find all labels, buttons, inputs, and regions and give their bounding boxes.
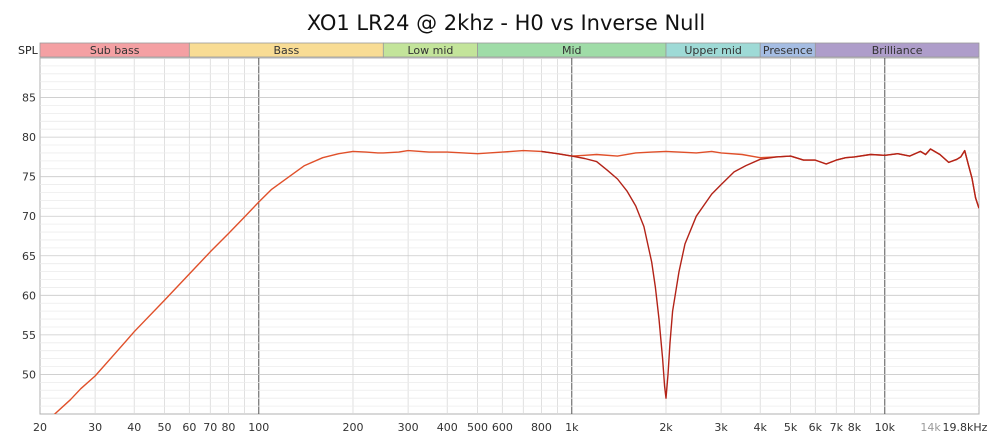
frequency-bands: Sub bass Bass Low mid Mid Upper mid Presence B… — [39, 42, 980, 58]
band-label-6: Brilliance — [872, 44, 923, 57]
band-6 — [814, 42, 980, 58]
x-tick-11: 500 — [467, 421, 488, 434]
x-tick-14: 1k — [565, 421, 579, 434]
x-tick-16: 3k — [714, 421, 728, 434]
x-tick-0: 20 — [33, 421, 47, 434]
y-tick-55: 55 — [22, 329, 36, 342]
x-tick-23: 14k — [920, 421, 941, 434]
x-tick-19: 6k — [809, 421, 823, 434]
x-tick-7: 100 — [248, 421, 269, 434]
y-tick-50: 50 — [22, 368, 36, 381]
y-tick-65: 65 — [22, 250, 36, 263]
x-tick-18: 5k — [784, 421, 798, 434]
x-tick-6: 80 — [221, 421, 235, 434]
x-tick-5: 70 — [203, 421, 217, 434]
x-tick-12: 600 — [492, 421, 513, 434]
y-tick-70: 70 — [22, 210, 36, 223]
x-tick-2: 40 — [127, 421, 141, 434]
y-tick-60: 60 — [22, 289, 36, 302]
series-line-1 — [541, 148, 979, 399]
band-label-3: Mid — [562, 44, 582, 57]
x-tick-15: 2k — [659, 421, 673, 434]
y-tick-labels: 50 55 60 65 70 75 80 85 — [22, 92, 36, 382]
x-tick-17: 4k — [754, 421, 768, 434]
x-tick-20: 7k — [830, 421, 844, 434]
y-tick-85: 85 — [22, 92, 36, 105]
x-tick-3: 50 — [158, 421, 172, 434]
y-tick-75: 75 — [22, 171, 36, 184]
x-tick-13: 800 — [531, 421, 552, 434]
band-label-2: Low mid — [407, 44, 453, 57]
chart-title: XO1 LR24 @ 2khz - H0 vs Inverse Null — [307, 11, 705, 35]
x-tick-24: 19.8kHz — [943, 421, 988, 434]
response-curves — [53, 148, 979, 414]
x-tick-9: 300 — [398, 421, 419, 434]
x-tick-10: 400 — [437, 421, 458, 434]
y-tick-80: 80 — [22, 131, 36, 144]
band-label-0: Sub bass — [90, 44, 140, 57]
x-tick-22: 10k — [875, 421, 896, 434]
x-tick-labels: 20 30 40 50 60 70 80 100 200 300 400 500 600 800 1k 2k 3… — [33, 421, 988, 434]
band-label-1: Bass — [273, 44, 299, 57]
x-tick-21: 8k — [848, 421, 862, 434]
grid-lines — [40, 58, 979, 414]
x-tick-1: 30 — [88, 421, 102, 434]
plot-area — [39, 57, 980, 415]
x-tick-4: 60 — [182, 421, 196, 434]
band-label-4: Upper mid — [684, 44, 742, 57]
x-tick-8: 200 — [343, 421, 364, 434]
y-axis-label: SPL — [18, 44, 39, 57]
band-label-5: Presence — [763, 44, 813, 57]
